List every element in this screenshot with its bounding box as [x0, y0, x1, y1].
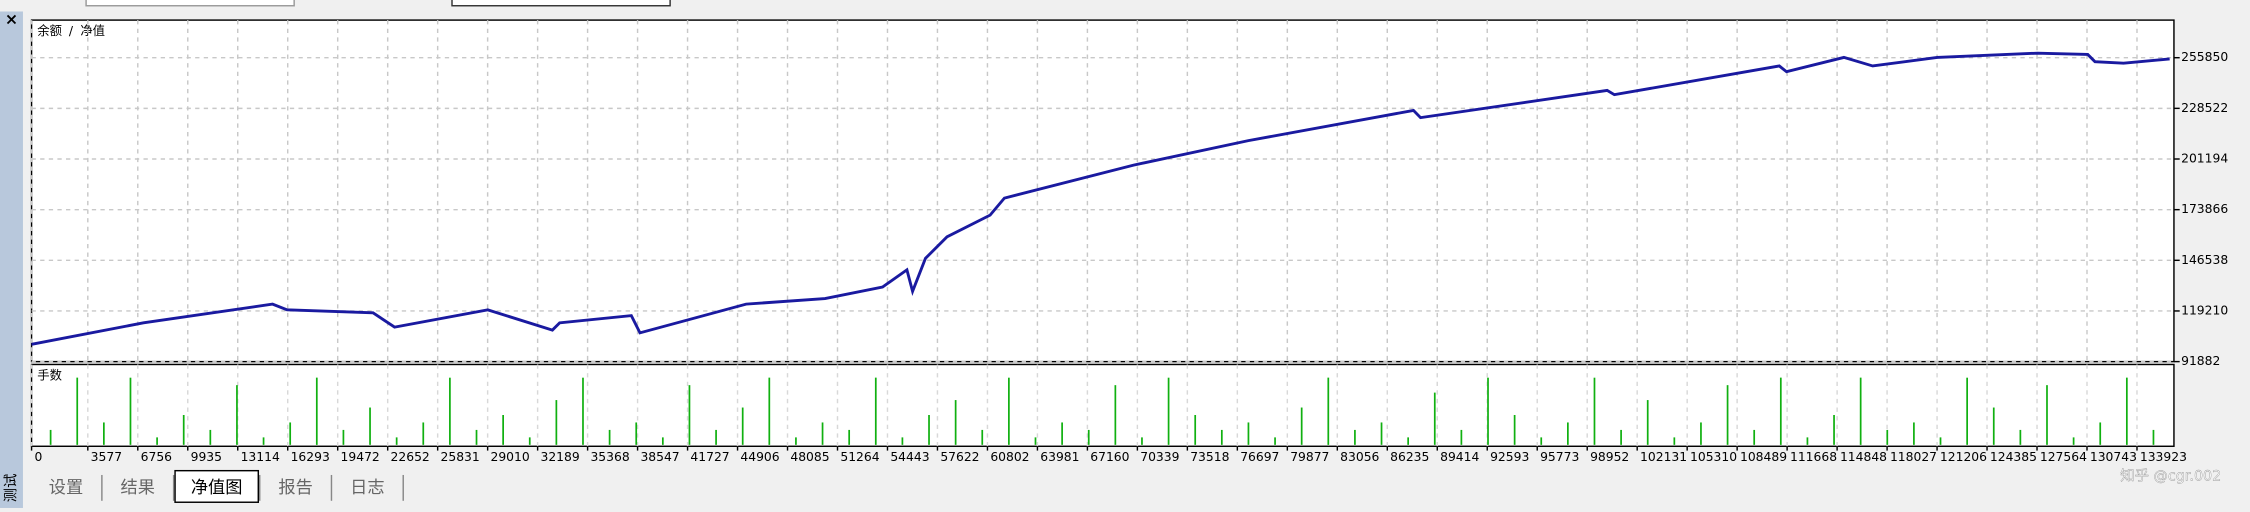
tab[interactable]: 设置 [49, 478, 83, 498]
x-tick-label: 13114 [241, 450, 280, 464]
volume-area [30, 363, 2175, 447]
x-tick-label: 121206 [1940, 450, 1987, 464]
x-tick-label: 44906 [740, 450, 779, 464]
x-tick-label: 3577 [91, 450, 122, 464]
x-tick-label: 79877 [1290, 450, 1329, 464]
y-tick-label: 91882 [2181, 354, 2220, 368]
tab[interactable]: 结果 [121, 478, 155, 498]
x-tick-label: 29010 [491, 450, 530, 464]
x-tick-label: 98952 [1590, 450, 1629, 464]
x-tick-label: 38547 [640, 450, 679, 464]
x-tick-label: 16293 [291, 450, 330, 464]
toolbar-field [85, 0, 295, 7]
volume-label: 手数 [37, 367, 62, 382]
x-tick-label: 86235 [1390, 450, 1429, 464]
x-tick-label: 41727 [690, 450, 729, 464]
x-tick-label: 73518 [1190, 450, 1229, 464]
x-tick-label: 95773 [1540, 450, 1579, 464]
legend-separator: / [69, 24, 74, 38]
x-tick-label: 35368 [590, 450, 629, 464]
y-tick-label: 146538 [2181, 253, 2228, 267]
x-tick-label: 76697 [1240, 450, 1279, 464]
y-tick-label: 201194 [2181, 152, 2228, 166]
x-tick-label: 105310 [1690, 450, 1737, 464]
x-tick-label: 111668 [1790, 450, 1837, 464]
x-tick-label: 127564 [2040, 450, 2087, 464]
x-tick-label: 67160 [1090, 450, 1129, 464]
x-tick-label: 89414 [1440, 450, 1479, 464]
y-tick-label: 119210 [2181, 303, 2228, 317]
x-tick-label: 70339 [1140, 450, 1179, 464]
x-tick-label: 9935 [191, 450, 222, 464]
watermark: 知乎 @cgr.002 [2120, 467, 2221, 484]
y-tick-label: 228522 [2181, 101, 2228, 115]
x-tick-label: 51264 [840, 450, 879, 464]
tab-active [174, 469, 260, 503]
x-tick-label: 60802 [990, 450, 1029, 464]
close-button[interactable]: × [5, 10, 18, 29]
tab[interactable]: 报告 [278, 478, 312, 498]
x-tick-label: 108489 [1740, 450, 1787, 464]
x-tick-label: 0 [34, 450, 42, 464]
x-tick-label: 114848 [1840, 450, 1887, 464]
x-tick-label: 48085 [790, 450, 829, 464]
y-tick-label: 255850 [2181, 50, 2228, 64]
x-tick-label: 63981 [1040, 450, 1079, 464]
tab[interactable]: 日志 [350, 478, 384, 498]
balance-line [31, 51, 2170, 346]
toolbar-field [451, 0, 671, 7]
legend-entry: 净值 [80, 23, 105, 38]
x-tick-label: 25831 [441, 450, 480, 464]
tab[interactable]: 净值图 [191, 478, 243, 498]
side-label: 测试 [2, 474, 19, 503]
x-tick-label: 57622 [940, 450, 979, 464]
tab-bar: 设置 结果 净值图 报告 日志 [49, 469, 404, 503]
x-tick-label: 102131 [1640, 450, 1687, 464]
x-tick-label: 54443 [890, 450, 929, 464]
x-tick-label: 83056 [1340, 450, 1379, 464]
x-tick-label: 6756 [141, 450, 173, 464]
x-tick-label: 19472 [341, 450, 380, 464]
x-tick-label: 32189 [540, 450, 579, 464]
x-tick-label: 124385 [1990, 450, 2037, 464]
x-tick-label: 22652 [391, 450, 430, 464]
legend-entry: 余额 [37, 23, 62, 38]
x-tick-label: 92593 [1490, 450, 1529, 464]
x-tick-label: 133923 [2140, 450, 2187, 464]
sidebar [0, 11, 23, 508]
x-tick-label: 118027 [1890, 450, 1937, 464]
x-tick-label: 130743 [2090, 450, 2137, 464]
y-tick-label: 173866 [2181, 202, 2228, 216]
plot-area [30, 19, 2175, 363]
